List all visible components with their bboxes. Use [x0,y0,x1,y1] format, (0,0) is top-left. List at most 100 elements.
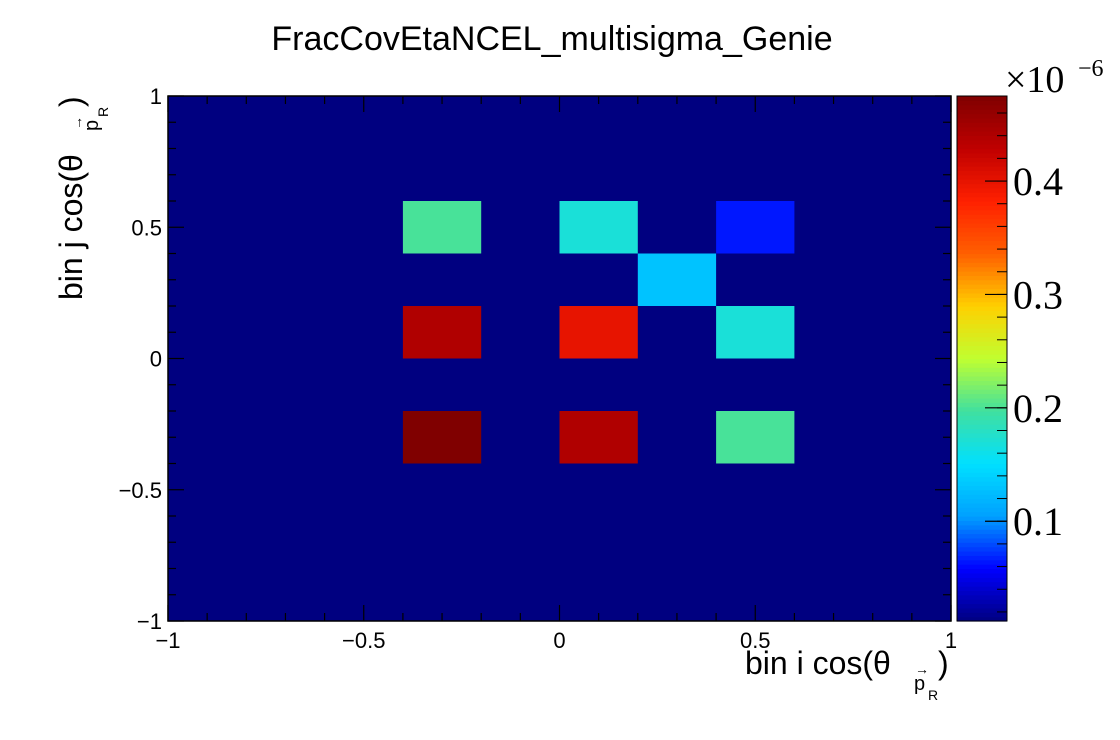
colorbar-segment [957,323,1007,329]
colorbar-segment [957,402,1007,408]
colorbar-segment [957,297,1007,303]
colorbar-segment [957,555,1007,561]
heatmap-cell [637,253,717,306]
heatmap-cell [559,201,638,254]
colorbar-segment [957,157,1007,163]
colorbar-segment [957,380,1007,386]
svg-text:R: R [95,107,111,117]
colorbar-segment [957,406,1007,412]
colorbar-segment [957,358,1007,364]
colorbar-segment [957,104,1007,110]
colorbar-segment [957,336,1007,342]
colorbar-segment [957,301,1007,307]
svg-text:p: p [914,673,925,695]
colorbar-segment [957,161,1007,167]
colorbar-segment [957,279,1007,285]
colorbar-segment [957,144,1007,150]
colorbar-segment [957,201,1007,206]
colorbar-segment [957,485,1007,491]
x-tick-label: −0.5 [342,628,385,653]
colorbar-segment [957,236,1007,241]
colorbar-segment [957,218,1007,224]
colorbar-segment [957,564,1007,570]
colorbar-segment [957,572,1007,578]
heatmap-cell [716,306,795,359]
colorbar-segment [957,266,1007,272]
colorbar-segment [957,594,1007,600]
colorbar-segment [957,371,1007,377]
colorbar-segment [957,152,1007,158]
colorbar-segment [957,327,1007,333]
colorbar-segment [957,424,1007,430]
colorbar-segment [957,446,1007,451]
svg-text:bin i cos(θ: bin i cos(θ [745,645,891,681]
x-tick-label: 0.5 [740,628,771,653]
colorbar-segment [957,341,1007,346]
colorbar-segment [957,139,1007,145]
colorbar-segment [957,415,1007,421]
svg-text:→: → [69,116,85,130]
colorbar-segment [957,616,1007,622]
x-tick-label: −1 [155,628,180,653]
colorbar-segment [957,494,1007,500]
x-tick-label: 0 [553,628,565,653]
colorbar-segment [957,288,1007,294]
colorbar-segment [957,419,1007,425]
colorbar-segment [957,389,1007,395]
svg-text:bin j cos(θ: bin j cos(θ [53,154,89,300]
colorbar-segment [957,599,1007,605]
colorbar-segment [957,524,1007,530]
colorbar-segment [957,253,1007,259]
colorbar-segment [957,520,1007,526]
colorbar-tick-label: 0.3 [1013,272,1063,317]
colorbar: 0.1 0.2 0.3 0.4 ×10 −6 [956,56,1104,622]
heatmap-cell [716,411,795,464]
colorbar-segment [957,192,1007,198]
colorbar-tick-label: 0.1 [1013,499,1063,544]
colorbar-segment [957,179,1007,185]
colorbar-segment [957,507,1007,513]
colorbar-segment [957,362,1007,368]
colorbar-segment [957,546,1007,552]
colorbar-segment [957,109,1007,115]
title-box [200,12,916,72]
colorbar-segment [957,131,1007,136]
y-axis-title: bin j cos(θ p → R ) [53,96,111,300]
colorbar-segment [957,349,1007,355]
colorbar-segment [957,196,1007,202]
colorbar-segment [957,310,1007,316]
colorbar-segment [957,262,1007,268]
colorbar-segment [957,292,1007,298]
colorbar-segment [957,450,1007,456]
heatmap-cell [402,306,482,359]
y-tick-label: 0 [150,347,162,372]
colorbar-segment [957,516,1007,521]
colorbar-segment [957,100,1007,106]
svg-text:p: p [81,120,103,131]
colorbar-segment [957,354,1007,360]
colorbar-segment [957,319,1007,325]
colorbar-segment [957,367,1007,373]
colorbar-segment [957,428,1007,434]
colorbar-segment [957,467,1007,473]
colorbar-segment [957,481,1007,486]
colorbar-segment [957,437,1007,443]
colorbar-segment [957,271,1007,276]
colorbar-segment [957,214,1007,220]
colorbar-segment [957,240,1007,246]
colorbar-segment [957,411,1007,416]
chart-title: FracCovEtaNCEL_multisigma_Genie [271,20,832,58]
colorbar-segment [957,222,1007,228]
colorbar-segment [957,529,1007,535]
svg-text:→: → [915,661,929,677]
colorbar-segment [957,117,1007,123]
colorbar-segment [957,231,1007,237]
colorbar-segment [957,463,1007,469]
colorbar-segment [957,148,1007,154]
colorbar-segment [957,96,1007,101]
colorbar-border [956,95,1008,622]
heatmap-cell [559,411,638,464]
colorbar-segment [957,568,1007,574]
svg-text:): ) [53,96,89,107]
